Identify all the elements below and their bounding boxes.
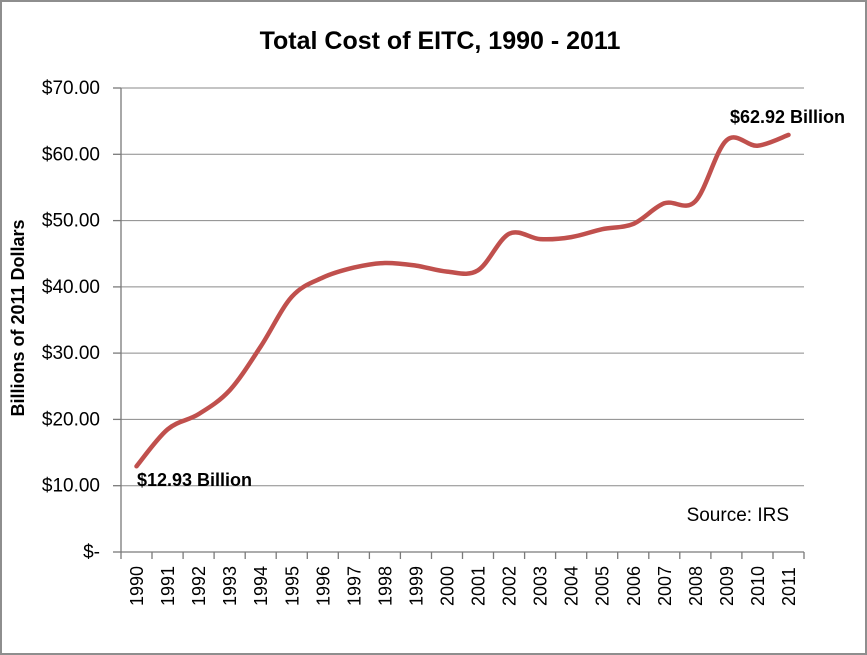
source-note: Source: IRS <box>687 505 789 526</box>
x-axis-tick-label: 2000 <box>438 566 458 606</box>
annotation-start-value: $12.93 Billion <box>137 470 252 490</box>
x-axis-tick-label: 2009 <box>717 566 737 606</box>
x-axis-tick-label: 1994 <box>251 566 271 606</box>
y-axis-tick-label: $- <box>83 542 100 563</box>
x-axis-tick-label: 2008 <box>686 566 706 606</box>
x-axis-tick-label: 1997 <box>344 566 364 606</box>
x-axis-tick-label: 2011 <box>779 567 799 606</box>
y-axis-tick-label: $50.00 <box>42 211 100 232</box>
y-axis-tick-label: $30.00 <box>42 343 100 364</box>
x-axis-tick-label: 2007 <box>655 566 675 606</box>
plot-area: $- $10.00 $20.00 $30.00 $40.00 $50.00 $60.00 $7… <box>42 78 805 606</box>
x-axis-tick-label: 2001 <box>469 566 489 606</box>
x-axis-tick-label: 1999 <box>406 566 426 606</box>
annotation-end-value: $62.92 Billion <box>730 107 845 127</box>
x-axis-tick-label: 2005 <box>593 566 613 606</box>
x-axis-tick-label: 1991 <box>158 566 178 606</box>
x-axis-tick-label: 1993 <box>220 566 240 606</box>
y-axis-tick-label: $10.00 <box>42 476 100 497</box>
y-axis-tick-label: $20.00 <box>42 409 100 430</box>
x-axis-tick-label: 2006 <box>624 566 644 606</box>
x-axis-tick-label: 1996 <box>313 566 333 606</box>
x-axis-tick-label: 1990 <box>127 566 147 606</box>
y-axis-title: Billions of 2011 Dollars <box>8 219 28 416</box>
x-axis-tick-label: 2003 <box>531 566 551 606</box>
chart-title: Total Cost of EITC, 1990 - 2011 <box>260 27 621 55</box>
y-axis-tick-label: $70.00 <box>42 78 100 99</box>
x-axis-tick-label: 2010 <box>748 566 768 606</box>
x-axis-tick-label: 2004 <box>562 566 582 606</box>
x-axis-tick-label: 1992 <box>189 566 209 606</box>
x-axis-tick-label: 2002 <box>500 566 520 606</box>
x-axis-tick-label: 1998 <box>375 566 395 606</box>
y-axis-tick-label: $40.00 <box>42 277 100 298</box>
eitc-cost-line <box>134 132 791 469</box>
x-axis-tick-label: 1995 <box>282 566 302 606</box>
y-axis-tick-label: $60.00 <box>42 144 100 165</box>
